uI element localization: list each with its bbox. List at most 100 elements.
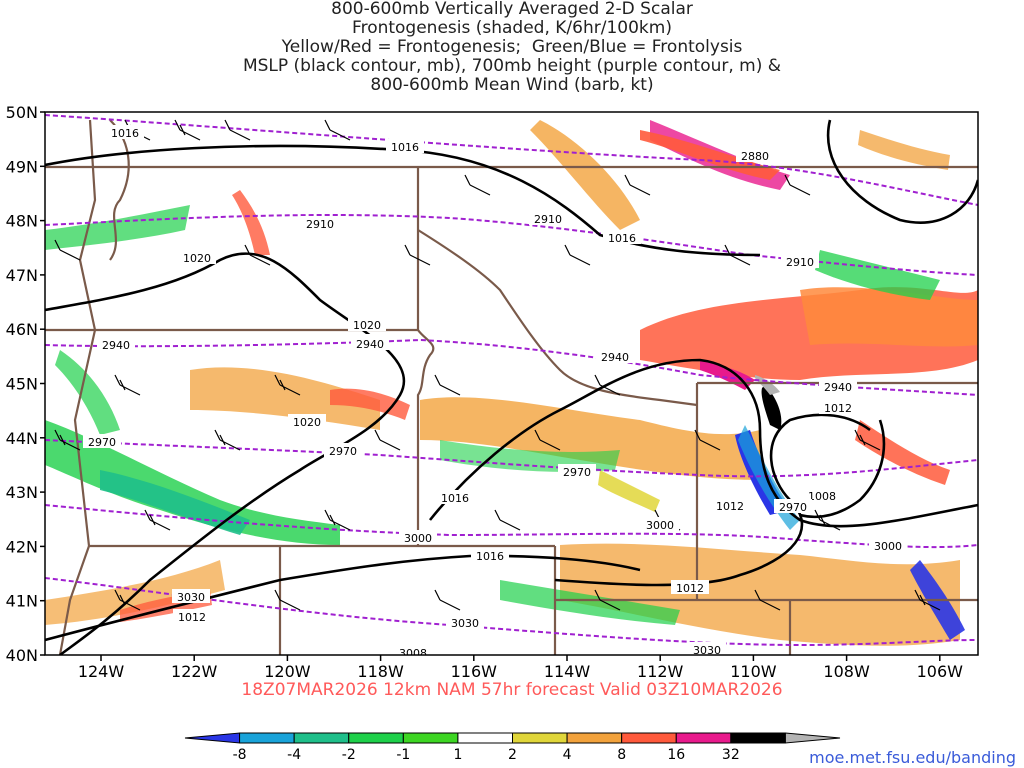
lat-label: 48N [6, 212, 38, 231]
height-label: 2940 [819, 379, 857, 394]
svg-text:2970: 2970 [563, 466, 591, 479]
svg-text:3000: 3000 [404, 532, 432, 545]
height-label: 2970 [324, 443, 362, 458]
height-label: 2970 [83, 434, 121, 449]
lat-label: 42N [6, 537, 38, 556]
lat-label: 45N [6, 375, 38, 394]
svg-text:1020: 1020 [183, 252, 211, 265]
title-line-5: 800-600mb Mean Wind (barb, kt) [370, 75, 654, 95]
colorbar-swatch [239, 732, 295, 744]
lat-label: 50N [6, 103, 38, 122]
colorbar-label: 1 [453, 747, 462, 763]
frontogenesis-shading [45, 120, 978, 646]
svg-text:3030: 3030 [451, 617, 479, 630]
svg-text:3030: 3030 [177, 591, 205, 604]
colorbar: -8 -4 -2 -1 1 2 4 8 16 32 [184, 732, 841, 763]
svg-text:3000: 3000 [874, 540, 902, 553]
colorbar-label: 2 [508, 747, 517, 763]
credit-link[interactable]: moe.met.fsu.edu/banding [809, 748, 1016, 767]
colorbar-swatch [348, 732, 404, 744]
height-label: 2910 [301, 216, 339, 231]
mslp-label: 1016 [386, 139, 424, 154]
height-label: 2910 [529, 211, 567, 226]
valid-time-line: 18Z07MAR2026 12km NAM 57hr forecast Vali… [241, 680, 783, 700]
colorbar-label: 4 [563, 747, 572, 763]
colorbar-swatch [675, 732, 732, 744]
svg-text:1020: 1020 [293, 416, 321, 429]
svg-text:1012: 1012 [676, 582, 704, 595]
lon-label: 110W [730, 662, 777, 681]
height-label: 3000 [869, 538, 907, 553]
svg-text:1008: 1008 [808, 490, 836, 503]
mslp-label: 1016 [106, 125, 144, 140]
mslp-label: 1012 [711, 498, 749, 513]
mslp-label: 1008 [803, 488, 841, 503]
contour-labels: 1016 1016 1020 1016 1020 1020 1016 1012 1016 1012… [83, 125, 907, 660]
mslp-label: 1012 [671, 580, 709, 595]
height-label: 3008 [394, 645, 432, 660]
map-plot-area: 1016 1016 1020 1016 1020 1020 1016 1012 1016 1012… [45, 112, 978, 660]
latitude-axis: 50N 49N 48N 47N 46N 45N 44N 43N 42N 41N 40N [6, 103, 45, 665]
wind-barbs [54, 119, 941, 611]
svg-text:2970: 2970 [329, 445, 357, 458]
colorbar-swatch [621, 732, 677, 744]
mslp-label: 1016 [471, 548, 509, 563]
svg-text:2940: 2940 [601, 351, 629, 364]
svg-text:2910: 2910 [786, 256, 814, 269]
lon-label: 120W [264, 662, 311, 681]
lat-label: 40N [6, 646, 38, 665]
svg-text:2970: 2970 [88, 436, 116, 449]
svg-text:1016: 1016 [441, 492, 469, 505]
colorbar-label: 8 [617, 747, 626, 763]
height-label: 2970 [774, 499, 812, 514]
title-line-2: Frontogenesis (shaded, K/6hr/100km) [352, 18, 672, 38]
colorbar-swatch [566, 732, 623, 744]
height-label: 2940 [596, 349, 634, 364]
colorbar-label: -2 [342, 747, 356, 763]
height-label: 2910 [781, 254, 819, 269]
svg-text:2970: 2970 [779, 501, 807, 514]
lat-label: 46N [6, 320, 38, 339]
height-label: 2970 [558, 464, 596, 479]
mslp-label: 1020 [288, 414, 326, 429]
svg-text:3030: 3030 [693, 644, 721, 657]
svg-text:1016: 1016 [608, 232, 636, 245]
svg-text:3000: 3000 [646, 519, 674, 532]
svg-text:1020: 1020 [353, 319, 381, 332]
svg-text:2940: 2940 [102, 339, 130, 352]
height-label: 2940 [351, 336, 389, 351]
lat-label: 41N [6, 592, 38, 611]
svg-text:2910: 2910 [306, 218, 334, 231]
svg-text:2940: 2940 [824, 381, 852, 394]
colorbar-label: -8 [233, 747, 247, 763]
height-label: 3000 [641, 517, 679, 532]
lon-label: 112W [637, 662, 684, 681]
height-label: 2940 [97, 337, 135, 352]
title-block: 800-600mb Vertically Averaged 2-D Scalar… [0, 0, 1024, 95]
svg-text:3008: 3008 [399, 647, 427, 660]
lon-label: 114W [544, 662, 591, 681]
svg-text:2940: 2940 [356, 338, 384, 351]
title-line-3: Yellow/Red = Frontogenesis; Green/Blue =… [281, 37, 743, 57]
colorbar-swatch [293, 732, 350, 744]
mslp-label: 1016 [603, 230, 641, 245]
height-label: 3030 [172, 589, 210, 604]
lon-label: 122W [171, 662, 218, 681]
height-label: 3030 [446, 615, 484, 630]
svg-text:1016: 1016 [476, 550, 504, 563]
lat-label: 49N [6, 157, 38, 176]
title-line-4: MSLP (black contour, mb), 700mb height (… [242, 56, 782, 76]
lat-label: 43N [6, 483, 38, 502]
svg-text:2910: 2910 [534, 213, 562, 226]
lat-label: 44N [6, 429, 38, 448]
mslp-label: 1020 [348, 317, 386, 332]
mslp-label: 1012 [173, 609, 211, 624]
mslp-label: 1020 [178, 250, 216, 265]
height-contours [45, 114, 978, 647]
colorbar-swatch [512, 732, 568, 744]
longitude-axis: 124W 122W 120W 118W 116W 114W 112W 110W 108W 106W [78, 655, 963, 681]
lon-label: 106W [917, 662, 964, 681]
mslp-label: 1016 [436, 490, 474, 505]
svg-text:1016: 1016 [391, 141, 419, 154]
